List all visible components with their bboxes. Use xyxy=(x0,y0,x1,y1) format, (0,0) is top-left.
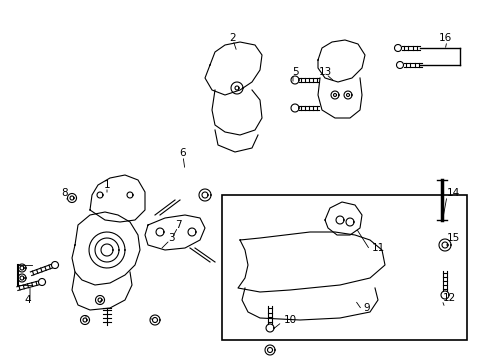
Text: 8: 8 xyxy=(62,188,68,198)
Text: 1: 1 xyxy=(104,180,110,190)
Text: 6: 6 xyxy=(180,148,186,158)
Text: 4: 4 xyxy=(24,295,31,305)
Text: 9: 9 xyxy=(363,303,369,313)
Text: 16: 16 xyxy=(439,33,452,43)
Text: 2: 2 xyxy=(230,33,236,43)
Text: 12: 12 xyxy=(443,293,456,303)
Text: 7: 7 xyxy=(175,220,181,230)
Text: 5: 5 xyxy=(292,67,298,77)
Text: 10: 10 xyxy=(284,315,297,325)
Bar xyxy=(222,195,467,340)
Text: 3: 3 xyxy=(168,233,174,243)
Text: 11: 11 xyxy=(372,243,385,253)
Text: 13: 13 xyxy=(318,67,332,77)
Text: 15: 15 xyxy=(447,233,460,243)
Text: 14: 14 xyxy=(447,188,460,198)
